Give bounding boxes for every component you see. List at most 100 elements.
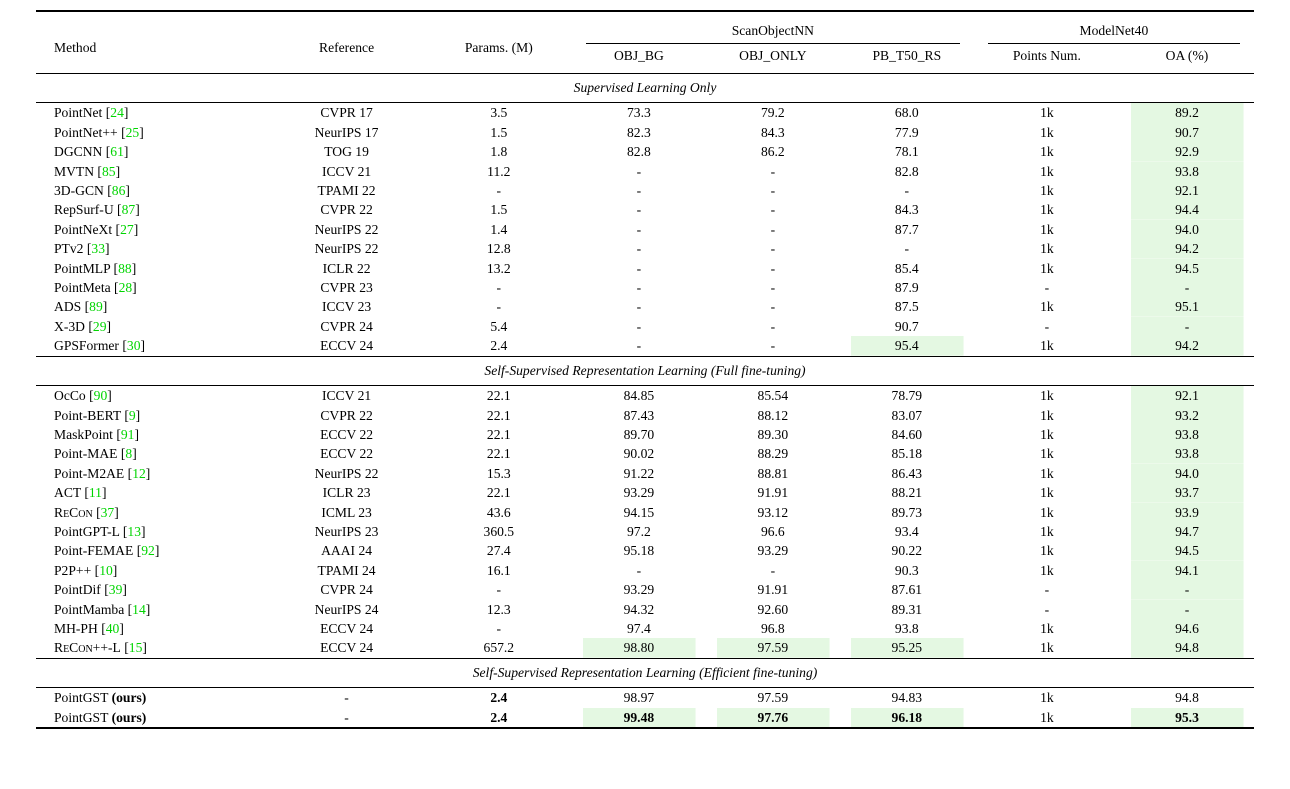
method-name: ADS: [54, 299, 82, 315]
citation-link[interactable]: 15: [128, 640, 143, 656]
method-name: PointMeta: [54, 280, 111, 296]
citation-link[interactable]: 92: [141, 543, 155, 559]
cell-params: 22.1: [486, 446, 511, 462]
citation-link[interactable]: 28: [118, 280, 133, 296]
citation-link[interactable]: 90: [93, 388, 108, 404]
cell-obj-bg: -: [636, 183, 642, 199]
cell-pb-t50-rs: 78.79: [891, 388, 923, 404]
cell-points-num: 1k: [1040, 485, 1054, 501]
table-row: RepSurf-U [87] CVPR 22 1.5 - - 84.3 1k 94.4: [36, 200, 1254, 220]
cell-points-num: 1k: [1040, 163, 1054, 179]
cell-params: -: [496, 183, 502, 199]
cell-pb-t50-rs: 87.7: [894, 221, 919, 237]
cell-reference: CVPR 24: [320, 582, 373, 598]
cell-reference: NeurIPS 23: [314, 523, 379, 539]
cell-pb-t50-rs: 93.8: [894, 620, 919, 636]
citation-link[interactable]: 30: [126, 338, 141, 354]
cell-method: PointMamba [14]: [54, 601, 151, 617]
citation-link[interactable]: 33: [91, 241, 105, 257]
citation-link[interactable]: 91: [120, 426, 135, 442]
citation-link[interactable]: 86: [111, 183, 126, 199]
cell-method: RepSurf-U [87]: [54, 202, 140, 218]
table-row: PointNeXt [27] NeurIPS 22 1.4 - - 87.7 1k 94.0: [36, 219, 1254, 240]
col-header-pb-t50-rs: PB_T50_RS: [839, 44, 974, 74]
cell-reference: NeurIPS 24: [314, 601, 379, 617]
group-header-modelnet40: ModelNet40: [974, 11, 1254, 44]
cell-obj-bg: 82.3: [626, 124, 651, 140]
cell-method: ADS [89]: [54, 299, 108, 315]
cell-pb-t50-rs: 90.22: [891, 543, 923, 559]
cell-method: Point-FEMAE [92]: [54, 543, 160, 559]
cell-obj-bg: 89.70: [623, 426, 655, 442]
cell-reference: ECCV 24: [320, 338, 374, 354]
citation-link[interactable]: 87: [121, 202, 136, 218]
citation-link[interactable]: 39: [108, 582, 123, 598]
cell-points-num: 1k: [1040, 124, 1054, 140]
table-row: PointMeta [28] CVPR 23 - - - 87.9 - -: [36, 278, 1254, 298]
citation-link[interactable]: 11: [88, 485, 102, 501]
cell-points-num: 1k: [1040, 446, 1054, 462]
cell-params: 22.1: [486, 407, 511, 423]
cell-obj-only: 89.30: [757, 426, 789, 442]
cell-pb-t50-rs: 87.9: [894, 280, 919, 296]
citation-link[interactable]: 12: [132, 465, 146, 481]
cell-reference: NeurIPS 22: [314, 465, 379, 481]
cell-reference: CVPR 17: [320, 105, 373, 121]
table-row: PointMamba [14] NeurIPS 24 12.3 94.32 92.60 8…: [36, 599, 1254, 619]
citation-link[interactable]: 24: [110, 105, 124, 121]
citation-link[interactable]: 8: [125, 446, 133, 462]
cell-reference: CVPR 24: [320, 318, 373, 334]
table-row: GPSFormer [30] ECCV 24 2.4 - - 95.4 1k 94.2: [36, 336, 1254, 357]
cell-obj-only: 88.81: [757, 465, 789, 481]
table-row: ACT [11] ICLR 23 22.1 93.29 91.91 88.21 1k 93.7: [36, 483, 1254, 503]
table-row: OcCo [90] ICCV 21 22.1 84.85 85.54 78.79 1k 92.…: [36, 385, 1254, 406]
citation-link[interactable]: 13: [127, 523, 141, 539]
cell-reference: NeurIPS 22: [314, 221, 379, 237]
cell-params: 1.5: [490, 124, 508, 140]
citation-link[interactable]: 40: [105, 620, 120, 636]
citation-link[interactable]: 89: [89, 299, 103, 315]
cell-obj-bg: -: [636, 260, 642, 276]
cell-obj-only: 96.8: [760, 620, 785, 636]
citation-link[interactable]: 88: [118, 260, 132, 276]
cell-reference: CVPR 22: [320, 407, 373, 423]
cell-oa: 94.4: [1119, 200, 1254, 220]
cell-reference: NeurIPS 17: [314, 124, 379, 140]
cell-method: Point-MAE [8]: [54, 446, 137, 462]
cell-oa: 93.7: [1119, 483, 1254, 503]
cell-method: MH-PH [40]: [54, 620, 124, 636]
cell-reference: ICCV 21: [321, 163, 372, 179]
cell-oa: 95.1: [1119, 297, 1254, 317]
citation-link[interactable]: 9: [128, 407, 136, 423]
cell-params: 2.4: [490, 690, 508, 706]
method-name: X-3D: [54, 318, 85, 334]
cell-points-num: 1k: [1040, 241, 1054, 257]
method-name: MVTN: [54, 163, 95, 179]
cell-params: 3.5: [490, 105, 508, 121]
cell-obj-only: -: [770, 241, 776, 257]
cell-oa: -: [1119, 316, 1254, 337]
cell-params: 16.1: [486, 562, 511, 578]
citation-link[interactable]: 14: [132, 601, 146, 617]
table-row: Point-FEMAE [92] AAAI 24 27.4 95.18 93.29 90.…: [36, 541, 1254, 561]
table-row: 3D-GCN [86] TPAMI 22 - - - - 1k 92.1: [36, 181, 1254, 201]
cell-pb-t50-rs: 84.3: [894, 202, 919, 218]
cell-obj-only: 97.59: [757, 690, 789, 706]
method-name: PointNet: [54, 105, 103, 121]
cell-oa: 92.1: [1119, 385, 1254, 406]
cell-pb-t50-rs: 85.18: [891, 446, 923, 462]
citation-link[interactable]: 25: [125, 124, 140, 140]
results-table: Method Reference Params. (M) ScanObjectN…: [36, 10, 1254, 729]
citation-link[interactable]: 37: [100, 504, 115, 520]
citation-link[interactable]: 27: [120, 221, 134, 237]
cell-method: DGCNN [61]: [54, 144, 129, 160]
citation-link[interactable]: 29: [92, 318, 107, 334]
citation-link[interactable]: 61: [110, 144, 124, 160]
cell-obj-bg: -: [636, 221, 642, 237]
cell-points-num: 1k: [1040, 260, 1054, 276]
cell-method: PointNet++ [25]: [54, 124, 144, 140]
cell-params: 27.4: [486, 543, 511, 559]
col-header-reference: Reference: [267, 11, 426, 74]
citation-link[interactable]: 85: [101, 163, 116, 179]
citation-link[interactable]: 10: [99, 562, 113, 578]
